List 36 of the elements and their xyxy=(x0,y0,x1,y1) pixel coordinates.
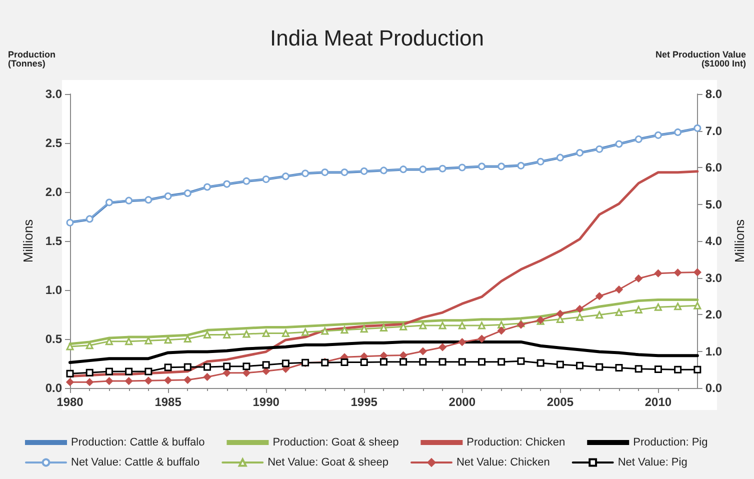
y-axis-title: Millions xyxy=(20,218,36,263)
legend-label: Production: Goat & sheep xyxy=(272,436,399,448)
y2-tick-label: 0.0 xyxy=(705,381,722,395)
y2-tick-label: 7.0 xyxy=(705,124,722,138)
y-tick-label: 2.5 xyxy=(45,136,62,150)
y2-tick-label: 4.0 xyxy=(705,234,722,248)
legend-label: Net Value: Goat & sheep xyxy=(268,456,388,468)
y-tick-label: 3.0 xyxy=(45,87,62,101)
x-tick-label: 1990 xyxy=(252,395,280,409)
y-tick-label: 0.5 xyxy=(45,332,62,346)
y2-axis-title: Millions xyxy=(732,218,747,263)
x-tick-label: 2000 xyxy=(448,395,476,409)
x-tick-label: 2010 xyxy=(644,395,672,409)
legend-label: Net Value: Cattle & buffalo xyxy=(71,456,200,468)
y-tick-label: 2.0 xyxy=(45,185,62,199)
x-tick-label: 1995 xyxy=(350,395,378,409)
y-tick-label: 0.0 xyxy=(45,381,62,395)
chart-title: India Meat Production xyxy=(270,26,484,50)
y2-tick-label: 1.0 xyxy=(705,344,722,358)
text: Net Production Value ($1000 Int) xyxy=(655,50,746,68)
legend-label: Production: Pig xyxy=(633,436,708,448)
legend-label: Net Value: Pig xyxy=(618,456,688,468)
x-tick-label: 2005 xyxy=(546,395,574,409)
legend-label: Production: Chicken xyxy=(466,436,566,448)
y2-tick-label: 3.0 xyxy=(705,270,722,285)
text: Production (Tonnes) xyxy=(8,50,56,68)
y2-tick-label: 8.0 xyxy=(705,87,722,101)
y2-tick-label: 2.0 xyxy=(705,308,722,322)
x-tick-label: 1980 xyxy=(56,395,84,409)
y-tick-label: 1.5 xyxy=(45,234,62,248)
legend-label: Production: Cattle & buffalo xyxy=(71,436,205,448)
y2-tick-label: 6.0 xyxy=(705,160,722,174)
y-tick-label: 1.0 xyxy=(45,283,62,297)
x-tick-label: 1985 xyxy=(154,395,182,409)
legend-label: Net Value: Chicken xyxy=(456,456,550,468)
y2-tick-label: 5.0 xyxy=(705,197,722,212)
